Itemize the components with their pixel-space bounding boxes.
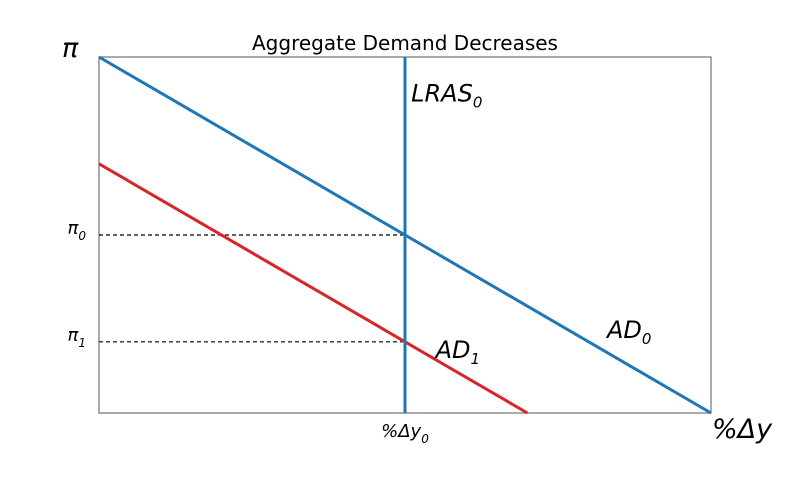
chart-title: Aggregate Demand Decreases [252,31,558,55]
series-lines [98,55,712,415]
series-label-ad0: AD0 [605,316,651,348]
x-tick-label-0: %Δy0 [381,421,429,446]
tick-labels: π0 π1 %Δy0 [68,218,430,446]
series-label-ad1: AD1 [434,336,480,368]
series-label-lras0: LRAS0 [411,80,482,112]
guide-lines [99,234,405,343]
y-axis-symbol: π [62,33,79,64]
series-line-ad1 [98,162,529,415]
x-axis-symbol: %Δy [712,414,773,445]
series-labels: AD0 AD1 LRAS0 [411,80,651,368]
y-tick-label-1: π1 [68,325,86,350]
y-tick-label-0: π0 [68,218,87,243]
